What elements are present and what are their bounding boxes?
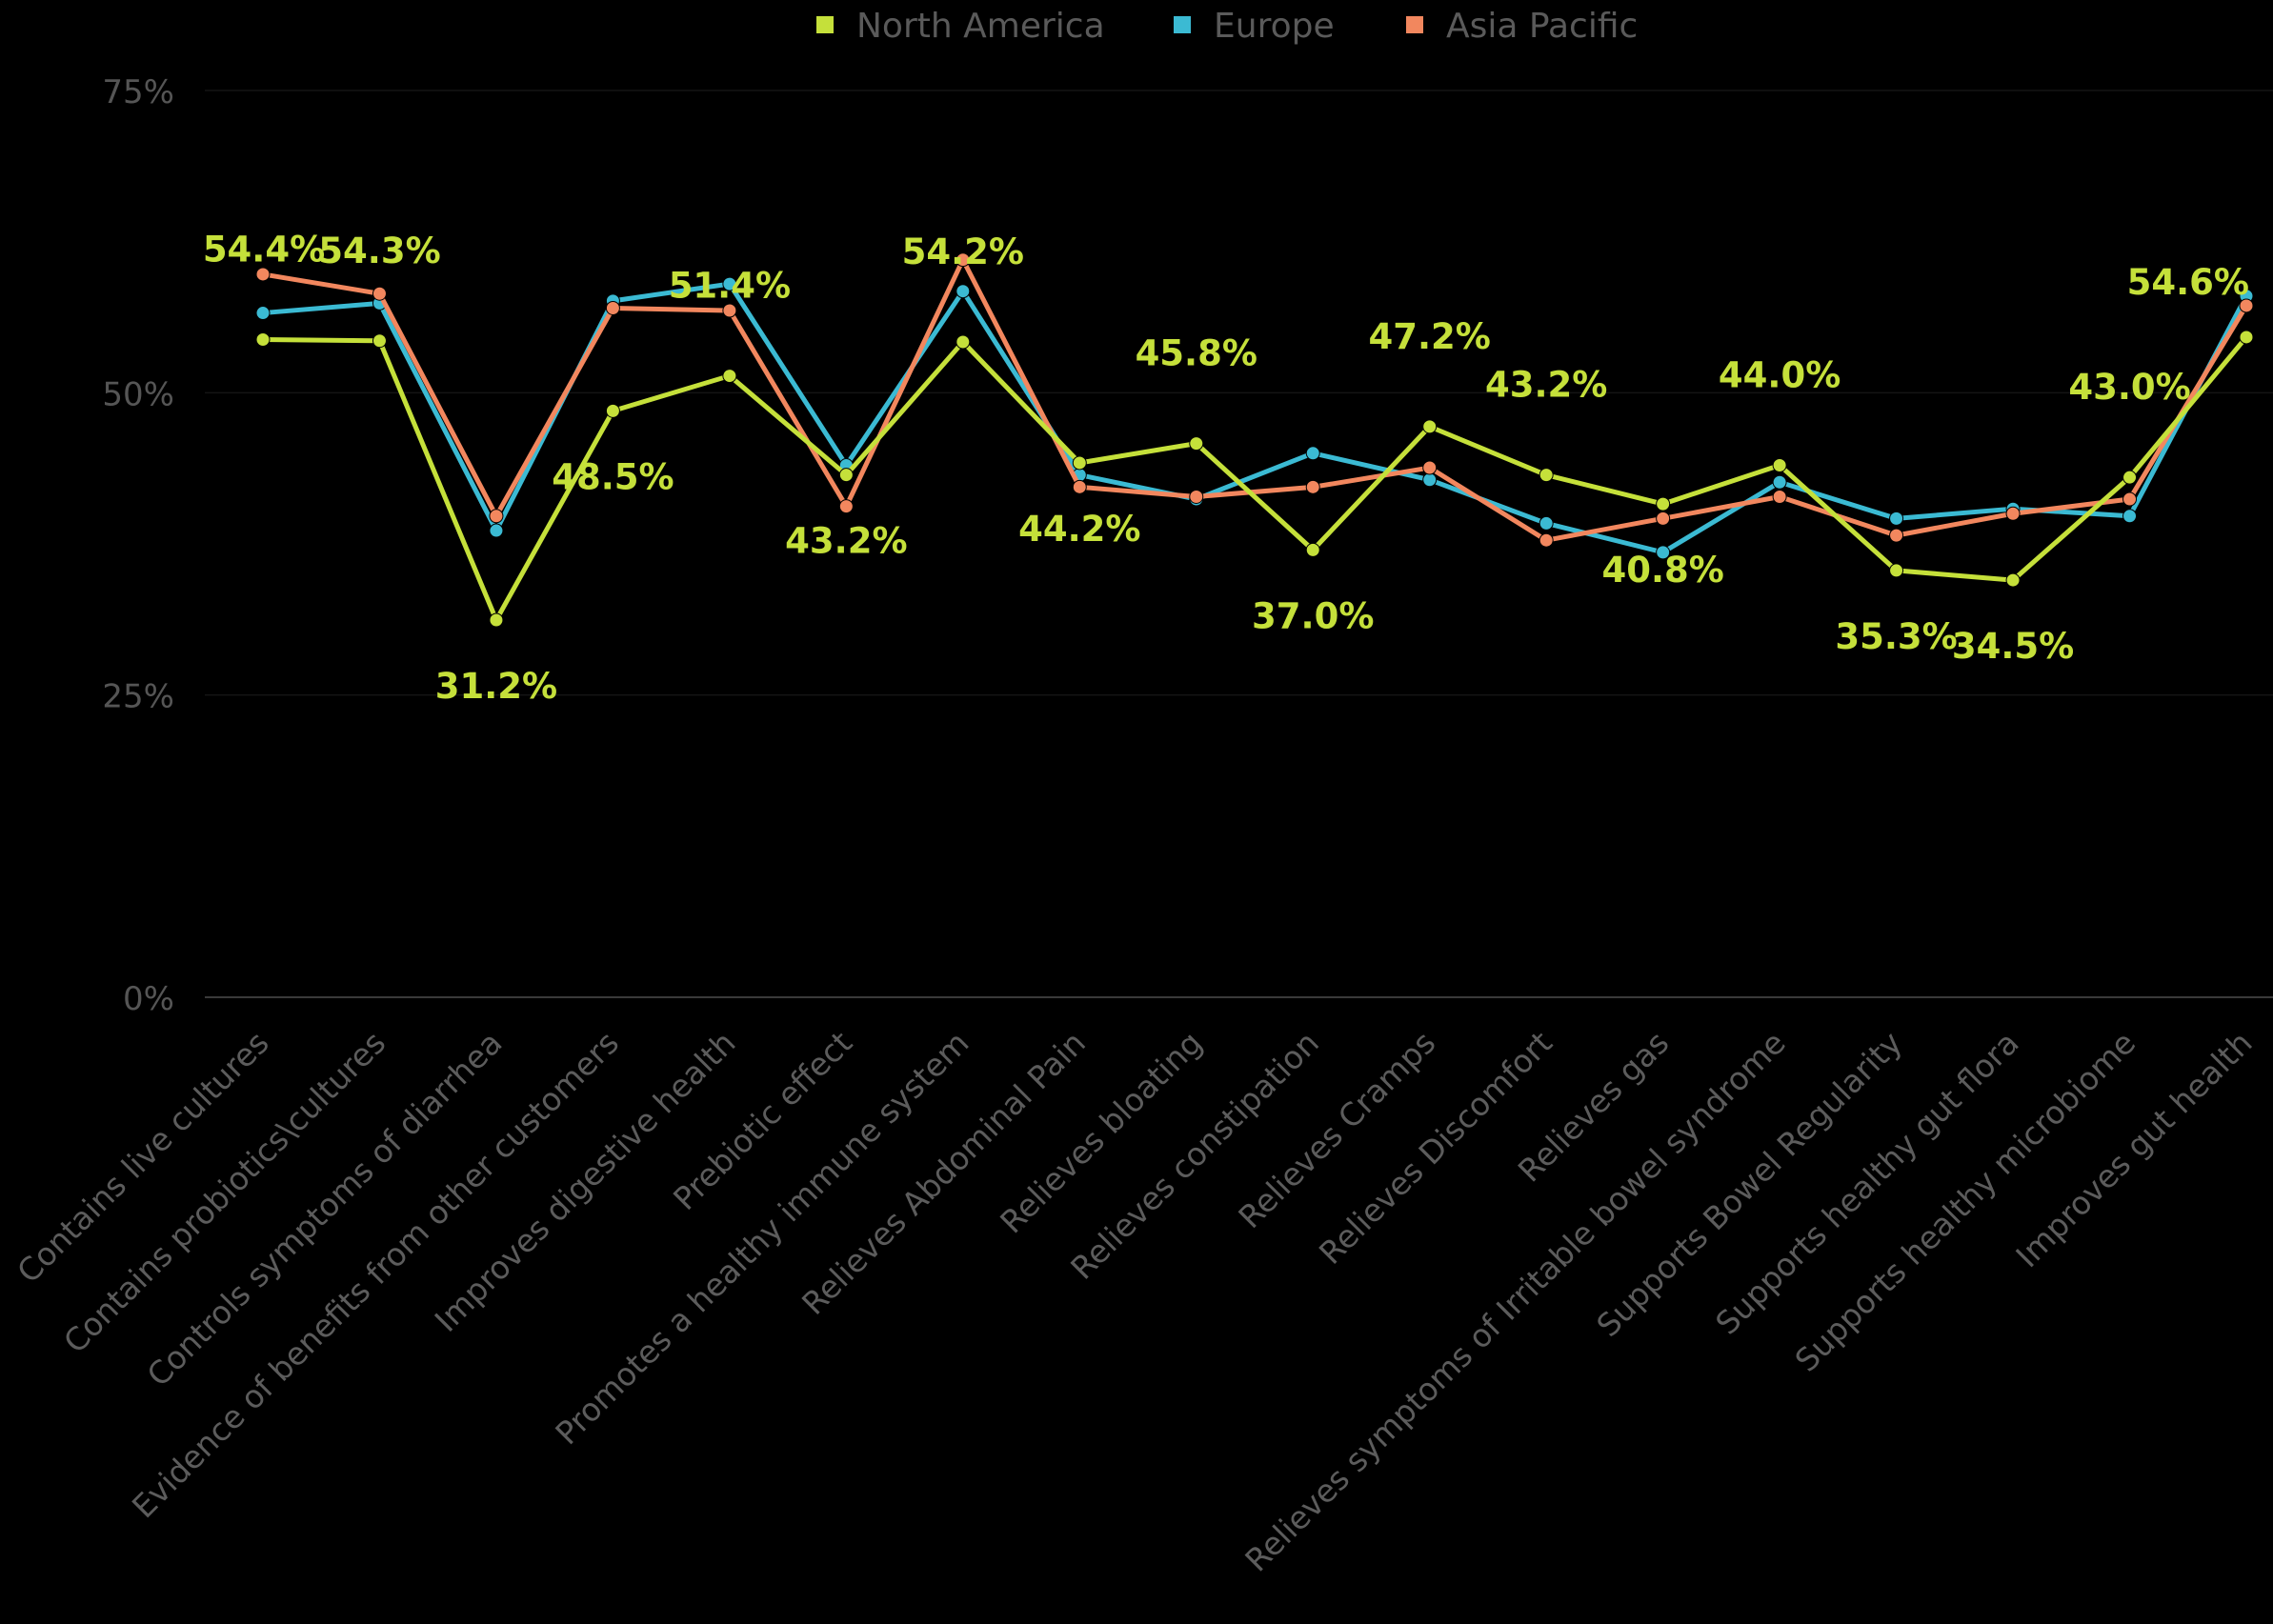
data-point[interactable] xyxy=(2122,470,2138,485)
data-label: 34.5% xyxy=(1952,626,2074,667)
data-point[interactable] xyxy=(1189,436,1204,451)
data-labels: 54.4%54.3% 31.2% 48.5% 51.4% 43.2% 54.2% 44.2%… xyxy=(203,229,2249,706)
data-label: 31.2% xyxy=(435,666,557,707)
data-point[interactable] xyxy=(605,403,620,418)
legend: North America Europe Asia Pacific xyxy=(816,7,1638,46)
data-point[interactable] xyxy=(1656,511,1671,526)
y-axis: 0% 25% 50% 75% xyxy=(102,73,174,1018)
x-tick-label: Improves gut health xyxy=(2009,1024,2260,1274)
data-point[interactable] xyxy=(1305,446,1320,461)
data-point[interactable] xyxy=(838,468,854,483)
data-label: 44.2% xyxy=(1018,509,1140,550)
data-point[interactable] xyxy=(255,331,271,347)
data-point[interactable] xyxy=(955,252,971,268)
x-tick-label: Promotes a healthy immune system xyxy=(548,1024,976,1452)
y-tick-label: 25% xyxy=(102,678,174,716)
data-label: 45.8% xyxy=(1136,333,1257,374)
data-point[interactable] xyxy=(1656,545,1671,560)
data-point[interactable] xyxy=(955,334,971,350)
series-line-europe xyxy=(260,281,2249,555)
data-point[interactable] xyxy=(2005,506,2021,521)
data-point[interactable] xyxy=(1422,472,1438,488)
data-point[interactable] xyxy=(1656,496,1671,511)
legend-swatch xyxy=(1174,16,1191,33)
data-point[interactable] xyxy=(489,612,504,628)
data-label: 43.2% xyxy=(1485,365,1607,406)
series-line-asia-pacific xyxy=(260,257,2249,543)
data-label: 43.0% xyxy=(2068,367,2190,408)
data-point[interactable] xyxy=(2122,509,2138,524)
data-point[interactable] xyxy=(1772,474,1787,490)
data-point[interactable] xyxy=(722,303,737,318)
data-point[interactable] xyxy=(489,523,504,538)
y-tick-label: 75% xyxy=(102,73,174,111)
series-lines xyxy=(255,252,2254,628)
data-label: 54.4% xyxy=(203,229,325,270)
data-point[interactable] xyxy=(489,509,504,524)
data-point[interactable] xyxy=(1072,455,1087,471)
data-label: 54.6% xyxy=(2127,262,2249,303)
data-point[interactable] xyxy=(1889,563,1904,578)
x-tick-label: Relieves Cramps xyxy=(1231,1024,1442,1235)
data-point[interactable] xyxy=(1889,511,1904,526)
data-point[interactable] xyxy=(1889,528,1904,543)
data-point[interactable] xyxy=(1422,460,1438,475)
data-point[interactable] xyxy=(605,300,620,315)
data-label: 48.5% xyxy=(552,456,674,497)
data-point[interactable] xyxy=(1422,419,1438,434)
data-point[interactable] xyxy=(1539,468,1554,483)
data-point[interactable] xyxy=(372,286,387,301)
data-point[interactable] xyxy=(1305,542,1320,557)
legend-swatch xyxy=(1406,16,1423,33)
data-label: 54.3% xyxy=(318,231,440,271)
data-label: 54.2% xyxy=(902,231,1024,272)
data-point[interactable] xyxy=(255,306,271,321)
legend-label[interactable]: Asia Pacific xyxy=(1446,7,1638,46)
data-point[interactable] xyxy=(722,276,737,291)
data-label: 43.2% xyxy=(785,521,907,562)
x-tick-label: Relieves symptoms of Irritable bowel syn… xyxy=(1237,1024,1792,1578)
data-label: 40.8% xyxy=(1601,550,1723,591)
data-point[interactable] xyxy=(838,499,854,514)
x-tick-label: Relieves Discomfort xyxy=(1312,1024,1559,1272)
data-label: 47.2% xyxy=(1369,316,1491,357)
data-label: 35.3% xyxy=(1835,616,1957,657)
data-label: 51.4% xyxy=(669,266,791,307)
y-tick-label: 0% xyxy=(123,980,174,1018)
data-label: 37.0% xyxy=(1252,595,1374,636)
legend-label[interactable]: North America xyxy=(856,7,1105,46)
data-point[interactable] xyxy=(955,284,971,299)
data-point[interactable] xyxy=(722,369,737,384)
data-point[interactable] xyxy=(2239,298,2254,313)
data-point[interactable] xyxy=(2239,330,2254,345)
data-point[interactable] xyxy=(2122,491,2138,507)
gridlines xyxy=(205,90,2273,998)
data-point[interactable] xyxy=(1305,479,1320,494)
data-point[interactable] xyxy=(255,267,271,282)
data-label: 44.0% xyxy=(1719,354,1841,395)
data-point[interactable] xyxy=(2005,572,2021,588)
data-point[interactable] xyxy=(1189,489,1204,504)
series-line-north-america xyxy=(260,334,2249,623)
legend-swatch xyxy=(816,16,834,33)
y-tick-label: 50% xyxy=(102,375,174,413)
data-point[interactable] xyxy=(1539,532,1554,548)
data-point[interactable] xyxy=(1539,515,1554,531)
data-point[interactable] xyxy=(1072,479,1087,494)
data-point[interactable] xyxy=(1772,489,1787,504)
data-point[interactable] xyxy=(372,333,387,349)
x-tick-label: Relieves bloating xyxy=(993,1024,1209,1240)
legend-label[interactable]: Europe xyxy=(1214,7,1335,46)
data-point[interactable] xyxy=(1772,457,1787,472)
